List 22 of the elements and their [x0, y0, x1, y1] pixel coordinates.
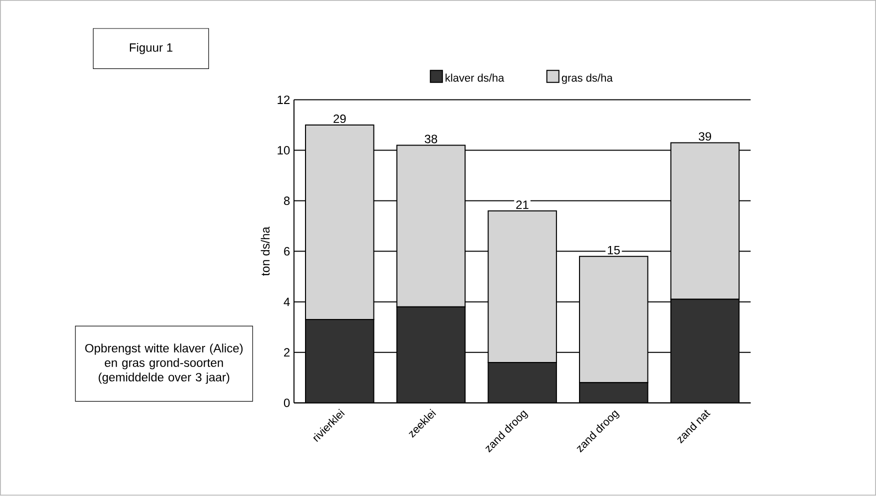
bar: [670, 298, 740, 404]
text: Figuur 1: [130, 43, 172, 54]
text: Opbrengst witte klaver (Alice) en gras grond-soorten (gemiddelde over 3 jaar): [85, 344, 243, 384]
y-tick-label: 10: [278, 146, 290, 155]
legend-label: gras ds/ha: [562, 74, 613, 84]
y-tick-label: 6: [284, 247, 290, 256]
annotation: 15: [608, 246, 620, 255]
y-tick-label: 0: [284, 398, 290, 408]
annotation: 29: [334, 114, 346, 124]
annotation: 21: [516, 200, 528, 210]
bar: [305, 319, 374, 404]
y-axis-title: ton ds/ha: [260, 226, 270, 276]
bar: [579, 382, 648, 404]
y-tick-label: 8: [284, 196, 290, 206]
bar: [488, 362, 557, 404]
annotation: 38: [424, 134, 438, 144]
annotation: 39: [698, 132, 712, 141]
y-tick-label: 4: [284, 298, 290, 306]
legend-label: klaver ds/ha: [446, 74, 504, 82]
y-tick-label: 2: [284, 348, 290, 357]
y-tick-label: 12: [278, 96, 290, 104]
bar: [396, 306, 466, 404]
